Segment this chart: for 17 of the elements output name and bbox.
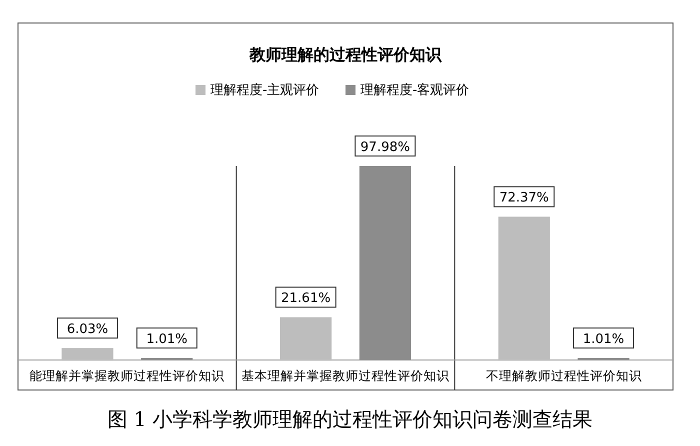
x-tick-label: 不理解教师过程性评价知识 — [486, 368, 642, 383]
chart-title: 教师理解的过程性评价知识 — [248, 45, 442, 64]
bar — [62, 348, 114, 360]
data-label: 21.61% — [281, 291, 331, 306]
x-tick-label: 能理解并掌握教师过程性评价知识 — [30, 368, 225, 383]
legend-label: 理解程度-客观评价 — [360, 82, 470, 98]
data-label: 72.37% — [499, 190, 549, 206]
legend-label: 理解程度-主观评价 — [210, 82, 320, 98]
caption: 图 1 小学科学教师理解的过程性评价知识问卷测查结果 — [107, 407, 593, 431]
data-label: 1.01% — [146, 332, 188, 347]
data-label: 6.03% — [66, 322, 108, 338]
bar — [280, 317, 332, 360]
data-label: 97.98% — [360, 140, 410, 155]
x-tick-label: 基本理解并掌握教师过程性评价知识 — [242, 368, 450, 383]
data-label: 1.01% — [582, 332, 624, 347]
bar — [498, 216, 550, 360]
bar — [359, 166, 411, 360]
